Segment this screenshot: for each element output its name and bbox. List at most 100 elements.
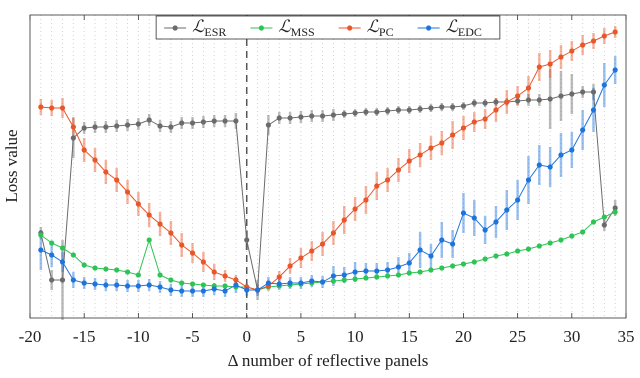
legend-symbol: ℒ: [446, 17, 459, 36]
data-point: [298, 280, 304, 286]
data-point: [146, 117, 152, 123]
x-tick-label: -15: [73, 327, 96, 346]
data-point: [81, 280, 87, 286]
data-point: [525, 177, 532, 183]
data-point: [179, 280, 185, 286]
data-point: [189, 250, 196, 256]
legend-subscript: EDC: [458, 25, 482, 39]
data-point: [493, 107, 499, 113]
legend-label: ℒESR: [192, 17, 226, 39]
data-point: [135, 201, 141, 207]
data-point: [590, 219, 597, 225]
data-point: [222, 283, 228, 289]
data-point: [460, 261, 467, 267]
data-point: [189, 281, 196, 287]
data-point: [233, 282, 239, 288]
data-point: [406, 260, 412, 266]
plot-frame: [29, 14, 627, 319]
data-point: [460, 103, 467, 109]
data-point: [612, 29, 618, 35]
data-point: [525, 246, 532, 252]
data-point: [319, 113, 326, 119]
data-point: [81, 125, 87, 131]
data-point: [504, 99, 510, 105]
legend-label: ℒMSS: [278, 17, 314, 39]
legend-marker: [172, 25, 178, 31]
data-point: [515, 197, 521, 203]
data-point: [200, 288, 206, 294]
data-point: [49, 277, 55, 283]
data-point: [504, 251, 510, 257]
data-point: [330, 278, 337, 284]
legend-marker: [258, 25, 264, 31]
data-point: [363, 109, 369, 115]
data-point: [504, 207, 510, 213]
data-point: [200, 282, 206, 288]
data-point: [38, 104, 44, 110]
data-point: [558, 237, 564, 243]
data-point: [471, 119, 477, 125]
x-tick-label: 5: [297, 327, 306, 346]
data-point: [428, 105, 434, 111]
data-point: [168, 124, 174, 130]
data-point: [482, 227, 488, 233]
data-point: [49, 252, 55, 258]
data-point: [211, 269, 217, 275]
data-point: [601, 33, 607, 39]
data-point: [211, 118, 217, 124]
data-point: [558, 54, 564, 60]
data-point: [330, 112, 337, 118]
legend-label: ℒEDC: [446, 17, 482, 39]
legend-box: [155, 15, 501, 40]
data-point: [179, 120, 185, 126]
data-point: [341, 272, 347, 278]
data-point: [233, 277, 239, 283]
data-point: [395, 264, 402, 270]
data-point: [395, 272, 402, 278]
data-point: [536, 243, 542, 249]
data-point: [38, 247, 44, 253]
data-point: [580, 127, 586, 133]
data-point: [114, 177, 120, 183]
data-point: [70, 277, 76, 283]
legend-marker: [426, 25, 432, 31]
data-point: [471, 100, 477, 106]
x-tick-label: 35: [618, 327, 635, 346]
data-point: [222, 288, 228, 294]
data-point: [569, 147, 575, 153]
legend-subscript: ESR: [204, 25, 226, 39]
data-point: [439, 104, 445, 110]
data-point: [439, 237, 445, 243]
data-point: [309, 113, 315, 119]
data-point: [168, 230, 174, 236]
data-point: [341, 111, 347, 117]
data-point: [385, 108, 391, 114]
data-point: [59, 245, 66, 251]
data-point: [157, 272, 163, 278]
data-point: [70, 124, 76, 130]
data-point: [363, 275, 369, 281]
data-point: [59, 105, 66, 111]
data-point: [330, 230, 337, 236]
data-point: [38, 232, 44, 238]
data-point: [276, 274, 282, 280]
data-point: [157, 221, 163, 227]
data-point: [114, 267, 120, 273]
data-point: [70, 135, 76, 141]
data-point: [49, 240, 55, 246]
data-point: [601, 222, 607, 228]
data-point: [179, 242, 185, 248]
data-point: [374, 274, 380, 280]
data-point: [515, 98, 521, 104]
data-point: [395, 167, 402, 173]
data-point: [460, 210, 467, 216]
x-tick-label: 30: [563, 327, 580, 346]
x-tick-label: -5: [185, 327, 199, 346]
data-point: [482, 100, 488, 106]
data-point: [601, 214, 607, 220]
data-point: [352, 110, 358, 116]
data-point: [482, 256, 488, 262]
data-point: [352, 276, 358, 282]
data-point: [135, 283, 141, 289]
x-tick-label: 20: [455, 327, 472, 346]
